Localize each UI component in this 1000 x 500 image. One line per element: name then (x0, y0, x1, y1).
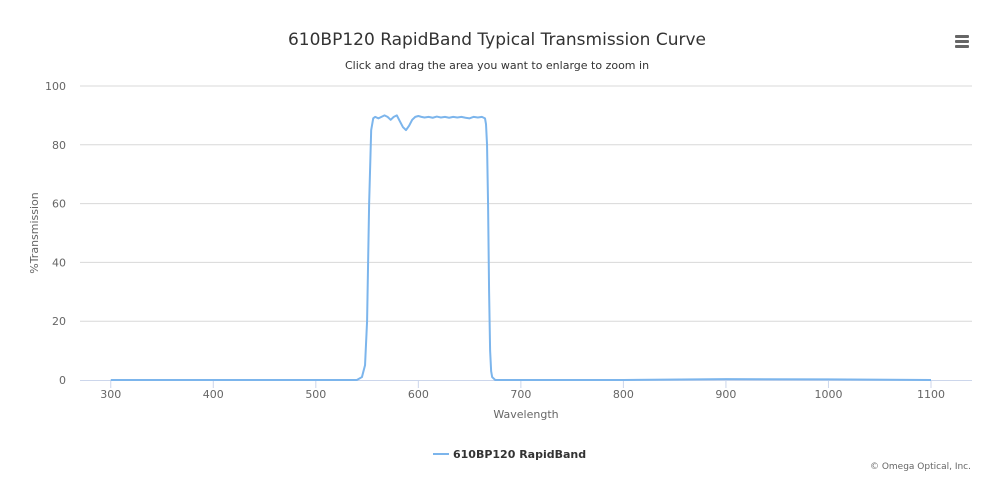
x-axis-title: Wavelength (493, 408, 558, 421)
x-tick-label: 800 (613, 388, 634, 401)
x-tick-label: 1000 (814, 388, 842, 401)
series-layer (110, 114, 931, 381)
x-tick-label: 600 (408, 388, 429, 401)
y-tick-label: 20 (52, 315, 66, 328)
x-tick-label: 300 (100, 388, 121, 401)
credit-text[interactable]: © Omega Optical, Inc. (870, 462, 971, 472)
legend-item-label[interactable]: 610BP120 RapidBand (453, 448, 586, 461)
x-tick-label: 700 (510, 388, 531, 401)
chart-subtitle: Click and drag the area you want to enla… (345, 59, 649, 72)
y-tick-label: 100 (45, 80, 66, 93)
y-axis-title: %Transmission (28, 192, 41, 274)
chart-title: 610BP120 RapidBand Typical Transmission … (288, 30, 706, 50)
y-tick-label: 40 (52, 256, 66, 269)
y-tick-label: 0 (59, 374, 66, 387)
y-tick-label: 60 (52, 198, 66, 211)
x-axis-ticks: 300 400 500 600 700 800 900 1000 1100 (100, 380, 945, 401)
series-line[interactable] (110, 114, 931, 381)
x-tick-label: 500 (305, 388, 326, 401)
chart-menu-button[interactable] (950, 30, 974, 52)
y-axis-ticks: 0 20 40 60 80 100 (45, 80, 66, 387)
x-tick-label: 900 (715, 388, 736, 401)
grid-lines (80, 85, 972, 322)
y-tick-label: 80 (52, 139, 66, 152)
legend[interactable]: 610BP120 RapidBand (433, 448, 586, 461)
x-tick-label: 1100 (917, 388, 945, 401)
x-tick-label: 400 (203, 388, 224, 401)
